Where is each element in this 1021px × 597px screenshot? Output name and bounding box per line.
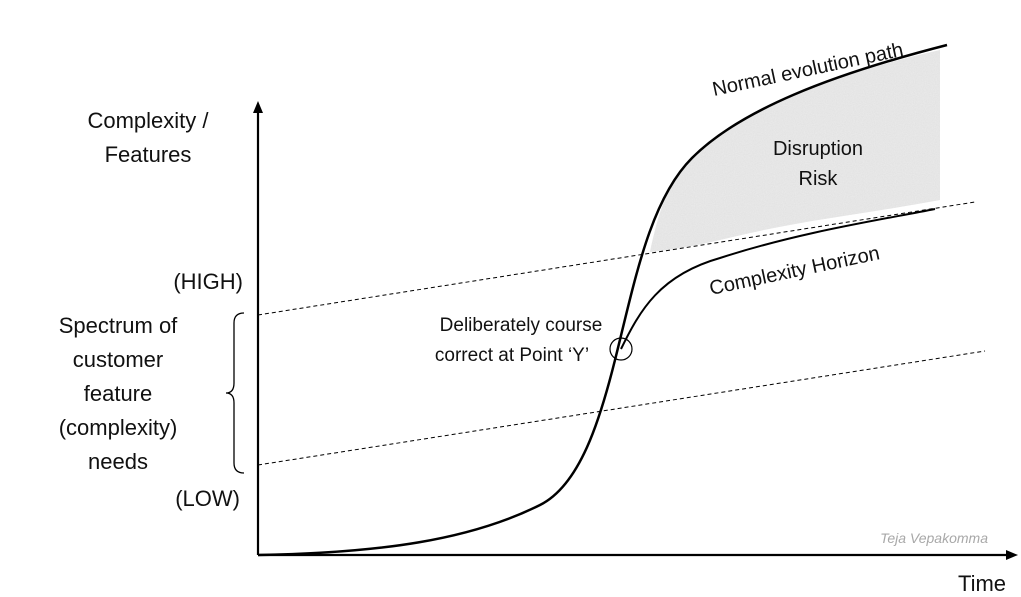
y-axis-label-line1: Complexity /	[87, 108, 209, 133]
spectrum-label-line1: Spectrum of	[59, 313, 178, 338]
complexity-horizon-curve	[620, 208, 936, 350]
low-label: (LOW)	[175, 486, 240, 511]
risk-label-line1: Disruption	[773, 138, 863, 160]
low-dashed-line	[257, 350, 986, 466]
x-axis-label: Time	[958, 571, 1006, 596]
spectrum-label-line2: customer	[73, 347, 163, 372]
normal-evolution-curve	[257, 43, 948, 557]
spectrum-label-line3: feature	[84, 381, 153, 406]
high-dashed-line	[257, 201, 976, 316]
spectrum-label-line4: (complexity)	[59, 415, 178, 440]
point-y-marker	[609, 337, 633, 361]
y-axis-label-line2: Features	[105, 142, 192, 167]
y-axis-arrowhead	[253, 101, 263, 113]
risk-label-line2: Risk	[799, 168, 839, 190]
spectrum-brace	[225, 312, 245, 474]
disruption-risk-texture	[650, 50, 940, 252]
correction-label-line1: Deliberately course	[440, 315, 603, 336]
watermark: Teja Vepakomma	[880, 530, 988, 546]
spectrum-label-line5: needs	[88, 449, 148, 474]
x-axis-arrowhead	[1006, 550, 1018, 560]
correction-label-line2: correct at Point ‘Y’	[435, 345, 589, 366]
horizon-label: Complexity Horizon	[707, 242, 881, 300]
high-label: (HIGH)	[173, 269, 243, 294]
